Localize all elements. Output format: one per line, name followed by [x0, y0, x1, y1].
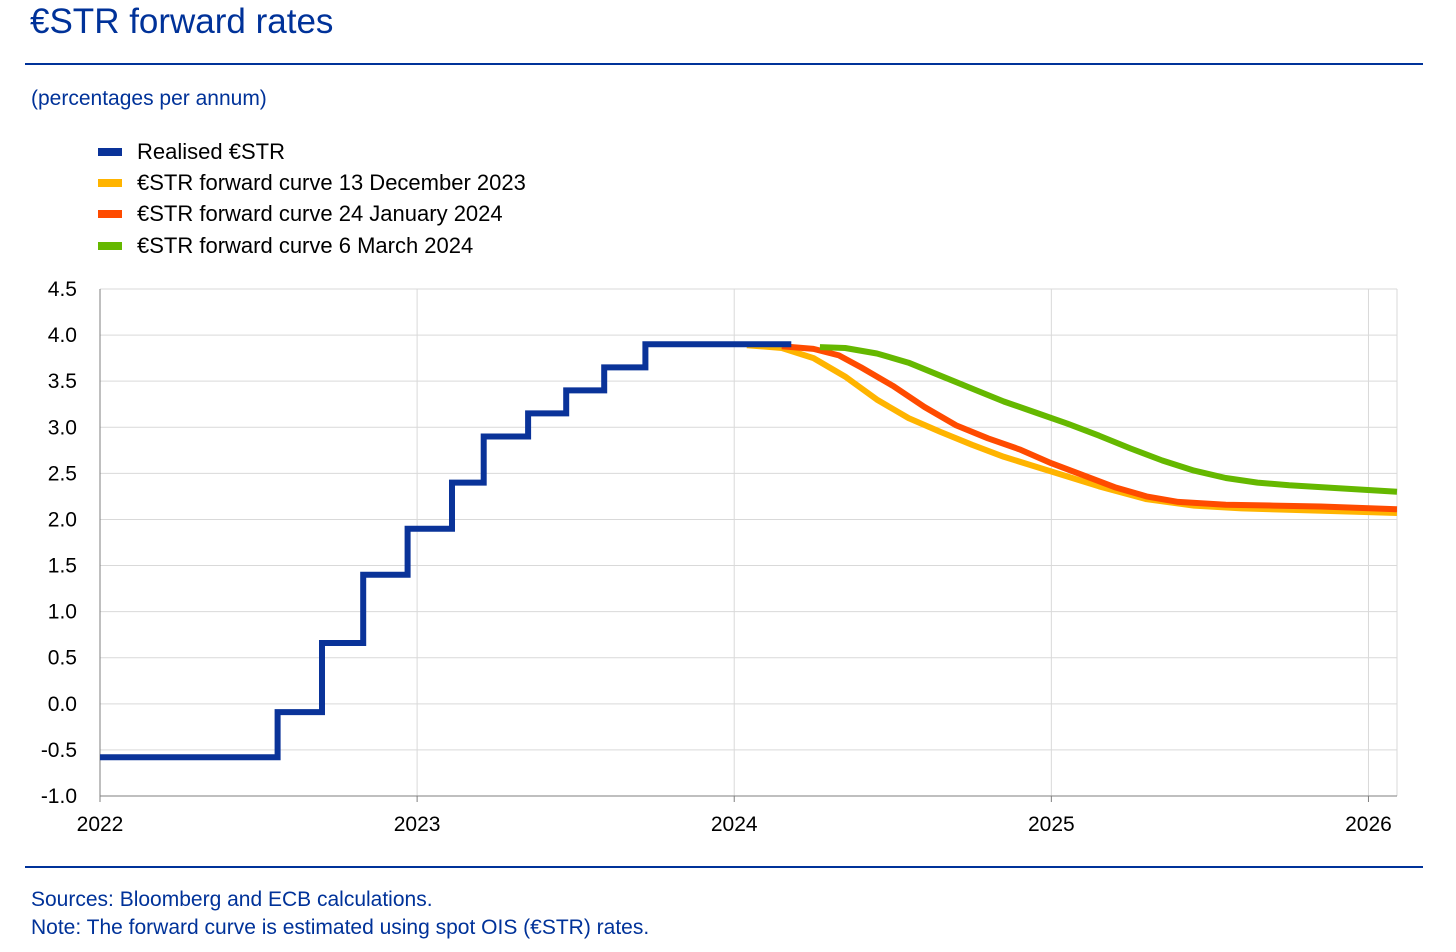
legend-label: €STR forward curve 13 December 2023	[137, 169, 526, 195]
legend-label: €STR forward curve 24 January 2024	[137, 201, 503, 227]
x-tick-label: 2025	[1028, 813, 1075, 836]
title-divider	[25, 63, 1423, 65]
x-tick-label: 2022	[77, 813, 124, 836]
y-tick-label: 2.0	[48, 508, 77, 531]
y-tick-label: 0.0	[48, 693, 77, 716]
chart-subtitle: (percentages per annum)	[31, 87, 267, 110]
legend-item-realised: Realised €STR	[98, 136, 526, 167]
y-tick-labels: -1.0 -0.5 0.0 0.5 1.0 1.5 2.0 2.5 3.0 3.5 4.0 4.5	[41, 278, 77, 808]
legend-item-jan-2024: €STR forward curve 24 January 2024	[98, 199, 526, 230]
sources-note: Sources: Bloomberg and ECB calculations.	[31, 888, 433, 911]
x-tick-label: 2024	[711, 813, 758, 836]
y-tick-label: 1.5	[48, 555, 77, 578]
y-tick-label: -0.5	[41, 739, 77, 762]
legend-label: Realised €STR	[137, 138, 285, 164]
y-tick-label: 1.0	[48, 601, 77, 624]
y-tick-label: 2.5	[48, 462, 77, 485]
legend: Realised €STR €STR forward curve 13 Dece…	[98, 136, 526, 261]
series-group	[100, 341, 1398, 761]
grid	[99, 288, 1398, 797]
legend-swatch	[98, 178, 122, 187]
footnote: Note: The forward curve is estimated usi…	[31, 916, 650, 939]
legend-swatch	[98, 147, 122, 156]
legend-item-mar-2024: €STR forward curve 6 March 2024	[98, 230, 526, 261]
legend-swatch	[98, 241, 122, 250]
legend-swatch	[98, 210, 122, 219]
y-tick-label: 4.0	[48, 324, 77, 347]
series-line-str-forward-curve-6-march-2024	[819, 344, 1398, 495]
series-line-str-forward-curve-13-december-2023	[746, 342, 1398, 516]
y-tick-label: 4.5	[48, 278, 77, 301]
legend-item-dec-2023: €STR forward curve 13 December 2023	[98, 167, 526, 198]
x-tick-label: 2026	[1345, 813, 1392, 836]
y-tick-label: 3.5	[48, 370, 77, 393]
y-tick-label: 0.5	[48, 647, 77, 670]
x-tick-labels: 2022 2023 2024 2025 2026	[77, 813, 1392, 836]
series-line-realised-str	[100, 341, 792, 761]
y-tick-label: -1.0	[41, 785, 77, 808]
footer-divider	[25, 866, 1423, 868]
y-tick-label: 3.0	[48, 416, 77, 439]
legend-label: €STR forward curve 6 March 2024	[137, 232, 474, 258]
x-tick-label: 2023	[394, 813, 441, 836]
chart-title: €STR forward rates	[30, 2, 334, 41]
series-line-str-forward-curve-24-january-2024	[781, 343, 1398, 513]
axes	[99, 289, 1397, 802]
